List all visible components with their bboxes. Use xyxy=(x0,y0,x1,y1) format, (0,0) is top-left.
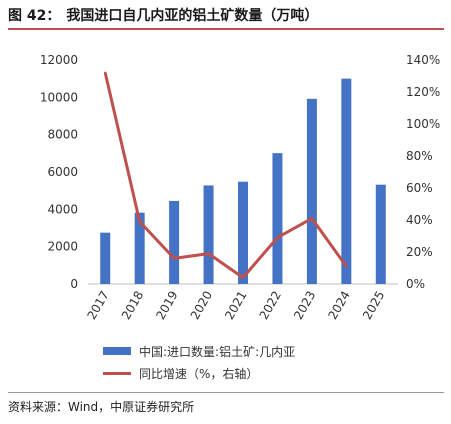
x-tick-label: 2017 xyxy=(84,289,111,322)
line-point-2024 xyxy=(345,265,348,268)
source-note: 资料来源：Wind，中原证券研究所 xyxy=(8,392,444,415)
bar-2025 xyxy=(375,184,386,284)
x-tick-label: 2020 xyxy=(188,289,215,322)
line-point-2023 xyxy=(310,217,314,220)
legend: 中国:进口数量:铝土矿:几内亚 同比增速（%，右轴） xyxy=(103,340,295,384)
line-series xyxy=(103,71,348,280)
line-point-2017 xyxy=(104,71,107,75)
legend-bar-swatch xyxy=(103,347,131,355)
legend-item-line: 同比增速（%，右轴） xyxy=(103,362,295,384)
y-right-tick-label: 100% xyxy=(406,117,440,131)
x-tick-label: 2022 xyxy=(257,289,284,322)
y-left-tick-label: 4000 xyxy=(47,202,78,216)
bar-2020 xyxy=(203,185,214,284)
tick-labels: 0 2000 4000 6000 8000 10000 12000 0% 20% 40% 60% 80… xyxy=(40,53,441,322)
x-tick-label: 2021 xyxy=(222,289,249,322)
y-left-tick-label: 8000 xyxy=(47,128,78,142)
y-left-tick-label: 10000 xyxy=(40,90,78,104)
y-left-tick-label: 2000 xyxy=(47,240,78,254)
y-right-tick-label: 80% xyxy=(406,149,433,163)
y-right-tick-label: 0% xyxy=(406,277,425,291)
bar-2021 xyxy=(238,181,248,284)
line-point-2019 xyxy=(172,257,176,260)
bar-2019 xyxy=(169,200,180,284)
y-right-tick-label: 60% xyxy=(406,181,433,195)
x-tick-label: 2023 xyxy=(291,289,318,322)
line-point-2022 xyxy=(276,236,279,239)
legend-bar-label: 中国:进口数量:铝土矿:几内亚 xyxy=(139,344,296,359)
bar-2023 xyxy=(306,98,317,285)
x-tick-label: 2025 xyxy=(360,289,387,322)
bar-2024 xyxy=(341,78,352,285)
y-right-tick-label: 120% xyxy=(406,85,440,99)
y-right-tick-label: 20% xyxy=(406,245,433,259)
line-point-2021 xyxy=(241,276,245,279)
x-tick-label: 2018 xyxy=(119,289,146,322)
figure-label: 图 42： xyxy=(8,8,61,24)
legend-item-bar: 中国:进口数量:铝土矿:几内亚 xyxy=(103,340,295,362)
y-left-tick-label: 12000 xyxy=(40,53,78,67)
line-point-2020 xyxy=(207,252,210,255)
chart: 0 2000 4000 6000 8000 10000 12000 0% 20% 40% 60% 80… xyxy=(40,53,441,322)
y-left-tick-label: 6000 xyxy=(47,165,78,179)
figure-title-text: 我国进口自几内亚的铝土矿数量（万吨） xyxy=(66,8,319,24)
x-tick-label: 2024 xyxy=(326,289,353,322)
legend-line-label: 同比增速（%，右轴） xyxy=(139,366,259,381)
legend-line-swatch xyxy=(103,371,131,375)
x-tick-label: 2019 xyxy=(153,289,180,322)
bar-2022 xyxy=(272,153,283,284)
figure-title: 图 42： 我国进口自几内亚的铝土矿数量（万吨） xyxy=(8,4,444,30)
y-left-tick-label: 0 xyxy=(70,277,78,291)
line-point-2018 xyxy=(138,220,141,223)
bar-2018 xyxy=(134,212,145,284)
bar-series xyxy=(100,78,386,285)
bar-2017 xyxy=(100,232,111,284)
y-right-tick-label: 140% xyxy=(406,53,440,67)
growth-line xyxy=(103,72,348,280)
y-right-tick-label: 40% xyxy=(406,213,433,227)
